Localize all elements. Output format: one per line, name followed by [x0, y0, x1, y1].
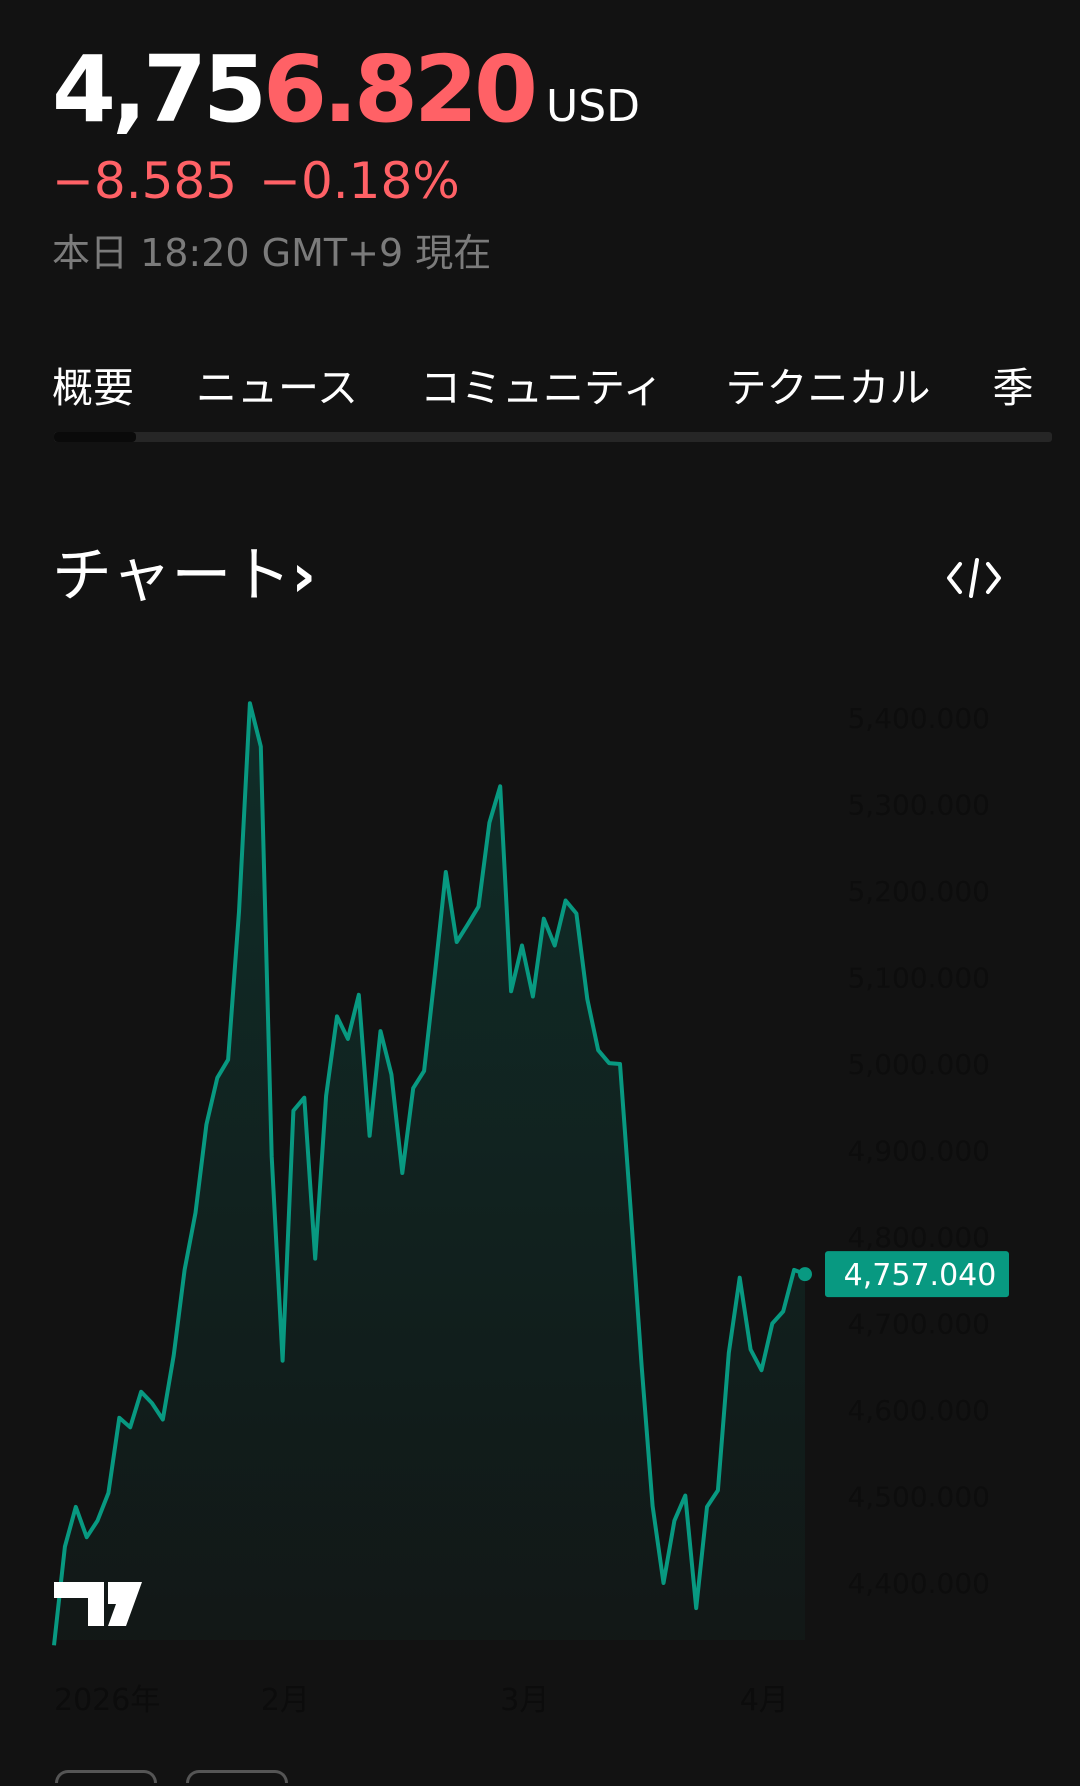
y-tick-label: 4,700.000: [847, 1308, 990, 1341]
tab-news[interactable]: ニュース: [196, 364, 358, 412]
tab-overview[interactable]: 概要: [52, 364, 134, 412]
last-price-dot: [798, 1267, 812, 1282]
y-tick-label: 5,000.000: [847, 1048, 990, 1081]
tab-scroll-thumb[interactable]: [54, 432, 136, 442]
change-percent: −0.18%: [259, 152, 460, 210]
change-value: −8.585: [52, 152, 238, 210]
code-icon[interactable]: [946, 556, 1002, 600]
tab-scroll-track[interactable]: [54, 432, 1052, 442]
y-tick-label: 5,200.000: [847, 875, 990, 908]
x-tick-label: 4月: [740, 1683, 789, 1718]
tab-bar: 概要 ニュース コミュニティ テクニカル季: [52, 368, 1080, 409]
currency: USD: [546, 81, 641, 132]
price-prefix: 4,75: [52, 36, 267, 143]
range-button[interactable]: [55, 1770, 157, 1783]
tradingview-logo: [54, 1582, 142, 1626]
y-tick-label: 5,300.000: [847, 789, 990, 822]
chart-section-link[interactable]: チャート›: [52, 546, 316, 606]
chevron-right-icon: ›: [291, 541, 317, 611]
x-tick-label: 2月: [261, 1683, 310, 1718]
timestamp: 本日 18:20 GMT+9 現在: [52, 231, 492, 275]
last-price-label: 4,757.040: [844, 1258, 997, 1293]
x-tick-label: 2026年: [54, 1683, 160, 1718]
price-line: [52, 701, 806, 1646]
x-tick-label: 3月: [500, 1683, 549, 1718]
y-tick-label: 4,500.000: [847, 1481, 990, 1514]
tab-seasonal[interactable]: 季: [992, 364, 1034, 412]
tab-community[interactable]: コミュニティ: [419, 364, 664, 412]
y-tick-label: 4,900.000: [847, 1135, 990, 1168]
y-tick-label: 5,100.000: [847, 962, 990, 995]
chart-title: チャート: [52, 541, 292, 611]
price-area: [54, 703, 805, 1646]
price-change: −8.585 −0.18%: [52, 156, 482, 206]
y-tick-label: 4,400.000: [847, 1567, 990, 1600]
tab-technical[interactable]: テクニカル: [725, 364, 931, 412]
last-price-label-bg: [825, 1251, 1009, 1298]
range-button[interactable]: [186, 1770, 288, 1783]
y-tick-label: 4,600.000: [847, 1394, 990, 1427]
price: 4,756.820 USD: [52, 44, 640, 136]
price-chart[interactable]: 5,400.000 5,300.000 5,200.000 5,100.000 5,00…: [0, 640, 1080, 1740]
y-tick-label: 4,800.000: [847, 1221, 990, 1254]
y-tick-label: 5,400.000: [847, 702, 990, 735]
price-suffix: 6.820: [263, 36, 538, 143]
